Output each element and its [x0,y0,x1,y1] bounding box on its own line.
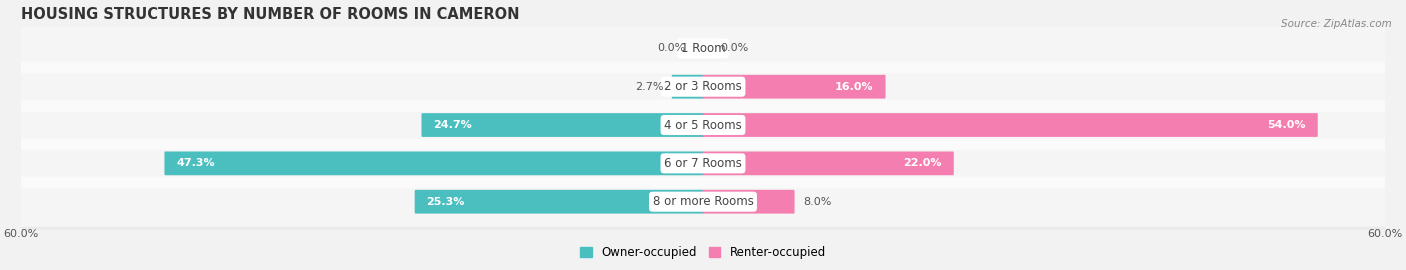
FancyBboxPatch shape [703,151,953,175]
Legend: Owner-occupied, Renter-occupied: Owner-occupied, Renter-occupied [575,241,831,264]
Text: 1 Room: 1 Room [681,42,725,55]
Text: 25.3%: 25.3% [426,197,465,207]
Text: 0.0%: 0.0% [658,43,686,53]
FancyBboxPatch shape [415,190,703,214]
FancyBboxPatch shape [703,190,794,214]
Text: HOUSING STRUCTURES BY NUMBER OF ROOMS IN CAMERON: HOUSING STRUCTURES BY NUMBER OF ROOMS IN… [21,7,519,22]
FancyBboxPatch shape [0,20,1406,77]
FancyBboxPatch shape [7,100,1399,150]
FancyBboxPatch shape [7,139,1399,188]
FancyBboxPatch shape [703,113,1317,137]
FancyBboxPatch shape [0,58,1406,115]
FancyBboxPatch shape [703,75,886,99]
FancyBboxPatch shape [422,113,703,137]
FancyBboxPatch shape [7,62,1399,112]
Text: 47.3%: 47.3% [176,158,215,168]
Text: 0.0%: 0.0% [720,43,748,53]
Text: 24.7%: 24.7% [433,120,472,130]
Text: 2.7%: 2.7% [634,82,664,92]
FancyBboxPatch shape [0,135,1406,192]
Text: Source: ZipAtlas.com: Source: ZipAtlas.com [1281,19,1392,29]
Text: 60.0%: 60.0% [1367,229,1403,239]
FancyBboxPatch shape [0,97,1406,153]
Text: 6 or 7 Rooms: 6 or 7 Rooms [664,157,742,170]
FancyBboxPatch shape [7,23,1399,73]
Text: 16.0%: 16.0% [835,82,873,92]
Text: 22.0%: 22.0% [903,158,942,168]
Text: 8.0%: 8.0% [803,197,831,207]
Text: 60.0%: 60.0% [3,229,39,239]
Text: 2 or 3 Rooms: 2 or 3 Rooms [664,80,742,93]
Text: 8 or more Rooms: 8 or more Rooms [652,195,754,208]
FancyBboxPatch shape [7,177,1399,227]
Text: 4 or 5 Rooms: 4 or 5 Rooms [664,119,742,131]
FancyBboxPatch shape [672,75,703,99]
FancyBboxPatch shape [165,151,703,175]
Text: 54.0%: 54.0% [1267,120,1306,130]
FancyBboxPatch shape [0,173,1406,230]
